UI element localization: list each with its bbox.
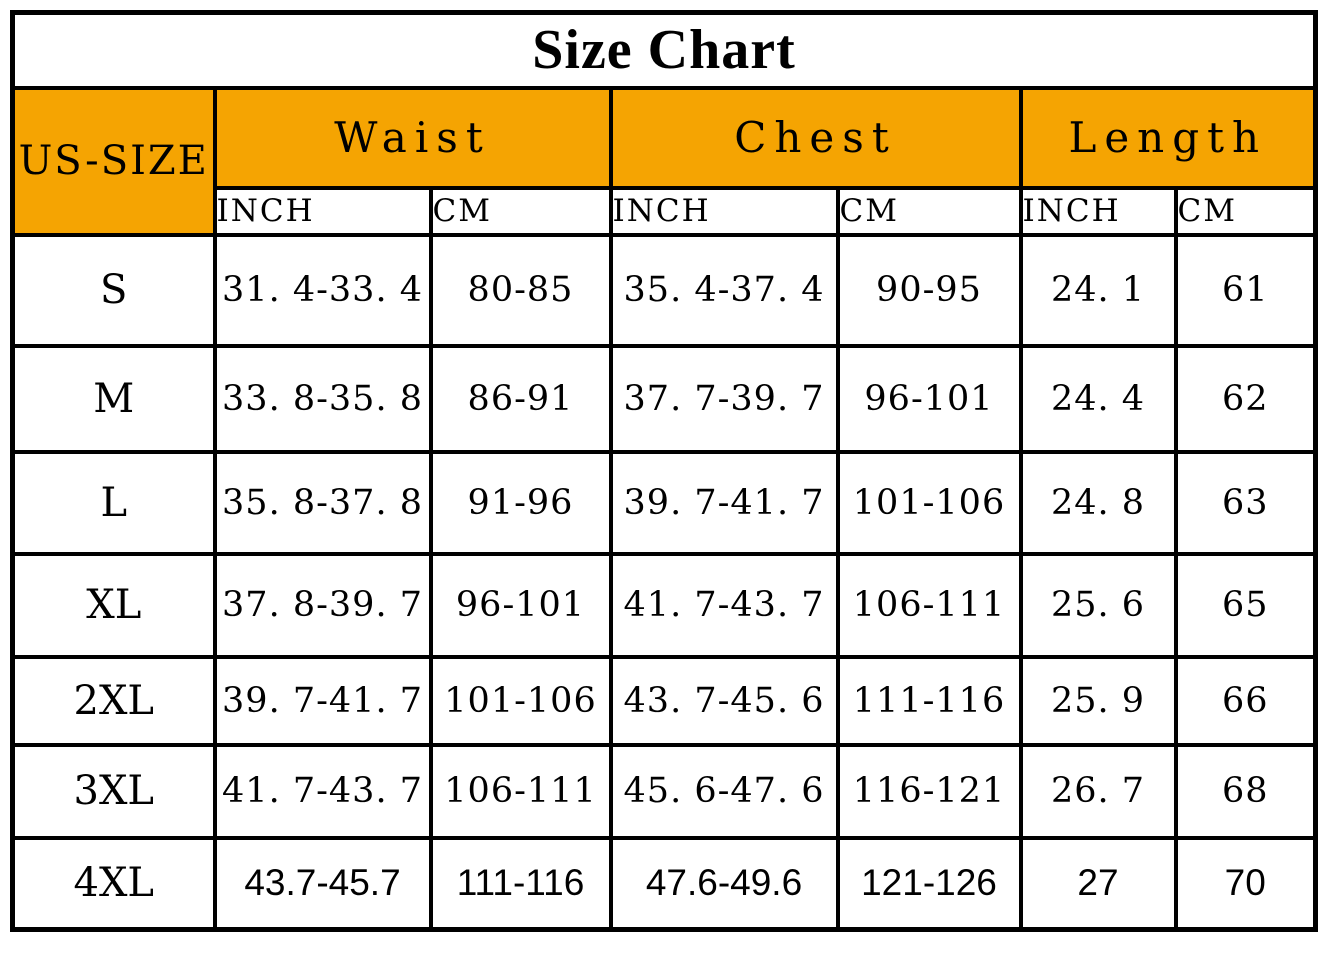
size-cell: 3XL (10, 742, 217, 840)
table-row: 3XL 41. 7-43. 7 106-111 45. 6-47. 6 116-121 2… (10, 742, 1318, 840)
table-row: 4XL 43.7-45.7 111-116 47.6-49.6 121-126 27 70 (10, 835, 1318, 932)
chest-inch-cell: 43. 7-45. 6 (608, 654, 840, 747)
waist-cm-cell: 96-101 (428, 551, 613, 659)
unit-header-row: INCH CM INCH CM INCH CM (13, 185, 1318, 237)
waist-cm-cell: 101-106 (428, 654, 613, 747)
chest-cm-cell: 111-116 (835, 654, 1023, 747)
chest-cm-cell: 90-95 (835, 232, 1023, 348)
chest-inch-cell: 39. 7-41. 7 (608, 449, 840, 556)
chest-cm-header: CM (835, 185, 1023, 237)
size-cell: S (10, 232, 217, 348)
waist-cm-header: CM (428, 185, 613, 237)
waist-inch-cell: 31. 4-33. 4 (212, 232, 433, 348)
waist-inch-cell: 41. 7-43. 7 (212, 742, 433, 840)
length-cm-cell: 61 (1173, 232, 1318, 348)
chest-inch-cell: 37. 7-39. 7 (608, 343, 840, 454)
length-inch-cell: 25. 9 (1018, 654, 1178, 747)
chest-cm-cell: 116-121 (835, 742, 1023, 840)
size-cell: XL (10, 551, 217, 659)
chest-cm-cell: 101-106 (835, 449, 1023, 556)
length-cm-cell: 63 (1173, 449, 1318, 556)
length-cm-cell: 70 (1173, 835, 1318, 932)
length-inch-cell: 24. 4 (1018, 343, 1178, 454)
chest-inch-header: INCH (608, 185, 840, 237)
page-title: Size Chart (10, 10, 1318, 90)
chest-inch-cell: 35. 4-37. 4 (608, 232, 840, 348)
waist-cm-cell: 111-116 (428, 835, 613, 932)
length-cm-header: CM (1173, 185, 1318, 237)
waist-inch-cell: 43.7-45.7 (212, 835, 433, 932)
length-inch-header: INCH (1018, 185, 1178, 237)
chest-inch-cell: 45. 6-47. 6 (608, 742, 840, 840)
chest-group-header: Chest (608, 85, 1023, 190)
chest-cm-cell: 121-126 (835, 835, 1023, 932)
length-group-header: Length (1018, 85, 1318, 190)
length-cm-cell: 65 (1173, 551, 1318, 659)
waist-cm-cell: 86-91 (428, 343, 613, 454)
waist-inch-header: INCH (212, 185, 433, 237)
table-row: S 31. 4-33. 4 80-85 35. 4-37. 4 90-95 24. 1 61 (10, 232, 1318, 348)
length-inch-cell: 27 (1018, 835, 1178, 932)
waist-cm-cell: 80-85 (428, 232, 613, 348)
length-cm-cell: 62 (1173, 343, 1318, 454)
waist-inch-cell: 39. 7-41. 7 (212, 654, 433, 747)
size-cell: L (10, 449, 217, 556)
waist-inch-cell: 35. 8-37. 8 (212, 449, 433, 556)
length-inch-cell: 25. 6 (1018, 551, 1178, 659)
size-chart-table: Size Chart US-SIZE Waist Chest Length IN… (10, 10, 1318, 932)
waist-group-header: Waist (212, 85, 613, 190)
us-size-header: US-SIZE (10, 85, 217, 237)
waist-cm-cell: 91-96 (428, 449, 613, 556)
size-cell: 4XL (10, 835, 217, 932)
group-header-row: US-SIZE Waist Chest Length (10, 85, 1318, 237)
table-row: 2XL 39. 7-41. 7 101-106 43. 7-45. 6 111-116 2… (10, 654, 1318, 747)
title-row: Size Chart (10, 10, 1318, 90)
size-cell: 2XL (10, 654, 217, 747)
chest-inch-cell: 47.6-49.6 (608, 835, 840, 932)
table-row: L 35. 8-37. 8 91-96 39. 7-41. 7 101-106 24. 8… (10, 449, 1318, 556)
length-inch-cell: 24. 8 (1018, 449, 1178, 556)
length-cm-cell: 68 (1173, 742, 1318, 840)
size-cell: M (10, 343, 217, 454)
length-cm-cell: 66 (1173, 654, 1318, 747)
table-row: XL 37. 8-39. 7 96-101 41. 7-43. 7 106-111 25.… (10, 551, 1318, 659)
chest-cm-cell: 106-111 (835, 551, 1023, 659)
length-inch-cell: 24. 1 (1018, 232, 1178, 348)
size-rows: S 31. 4-33. 4 80-85 35. 4-37. 4 90-95 24. 1 61… (10, 232, 1318, 932)
waist-inch-cell: 37. 8-39. 7 (212, 551, 433, 659)
chest-inch-cell: 41. 7-43. 7 (608, 551, 840, 659)
length-inch-cell: 26. 7 (1018, 742, 1178, 840)
waist-cm-cell: 106-111 (428, 742, 613, 840)
waist-inch-cell: 33. 8-35. 8 (212, 343, 433, 454)
chest-cm-cell: 96-101 (835, 343, 1023, 454)
